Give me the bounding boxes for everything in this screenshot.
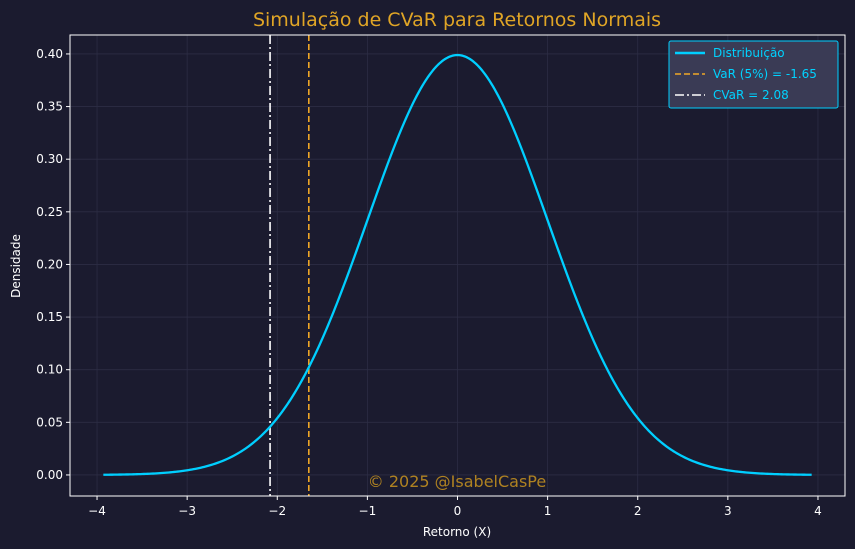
y-axis-ticks: 0.00 0.05 0.10 0.15 0.20 0.25 0.30 0.35 0.40	[36, 47, 70, 482]
y-tick-label: 0.15	[36, 310, 63, 324]
x-tick-label: −2	[268, 504, 286, 518]
x-tick-label: 2	[634, 504, 642, 518]
reference-lines	[269, 35, 310, 496]
legend-label-cvar: CVaR = 2.08	[713, 88, 789, 102]
x-axis-ticks: −4 −3 −2 −1 0 1 2 3 4	[88, 496, 822, 518]
x-tick-label: 3	[724, 504, 732, 518]
y-tick-label: 0.40	[36, 47, 63, 61]
legend-box	[668, 40, 839, 109]
y-tick-label: 0.10	[36, 363, 63, 377]
x-tick-label: −4	[88, 504, 106, 518]
x-axis-label: Retorno (X)	[423, 525, 491, 539]
y-tick-label: 0.00	[36, 468, 63, 482]
y-axis-label: Densidade	[9, 234, 23, 298]
x-tick-label: 1	[544, 504, 552, 518]
y-tick-label: 0.20	[36, 257, 63, 271]
watermark: © 2025 @IsabelCasPe	[368, 472, 546, 491]
x-tick-label: 0	[454, 504, 462, 518]
y-tick-label: 0.05	[36, 415, 63, 429]
chart-title: Simulação de CVaR para Retornos Normais	[253, 9, 661, 31]
distribution-curve	[103, 53, 812, 476]
y-tick-label: 0.30	[36, 152, 63, 166]
legend-label-var: VaR (5%) = -1.65	[713, 67, 817, 81]
y-tick-label: 0.35	[36, 100, 63, 114]
legend: Distribuição VaR (5%) = -1.65 CVaR = 2.0…	[668, 40, 839, 109]
x-tick-label: −3	[178, 504, 196, 518]
legend-label-distribution: Distribuição	[713, 46, 785, 60]
y-tick-label: 0.25	[36, 205, 63, 219]
x-tick-label: 4	[814, 504, 822, 518]
series-group	[103, 53, 812, 476]
x-tick-label: −1	[359, 504, 377, 518]
